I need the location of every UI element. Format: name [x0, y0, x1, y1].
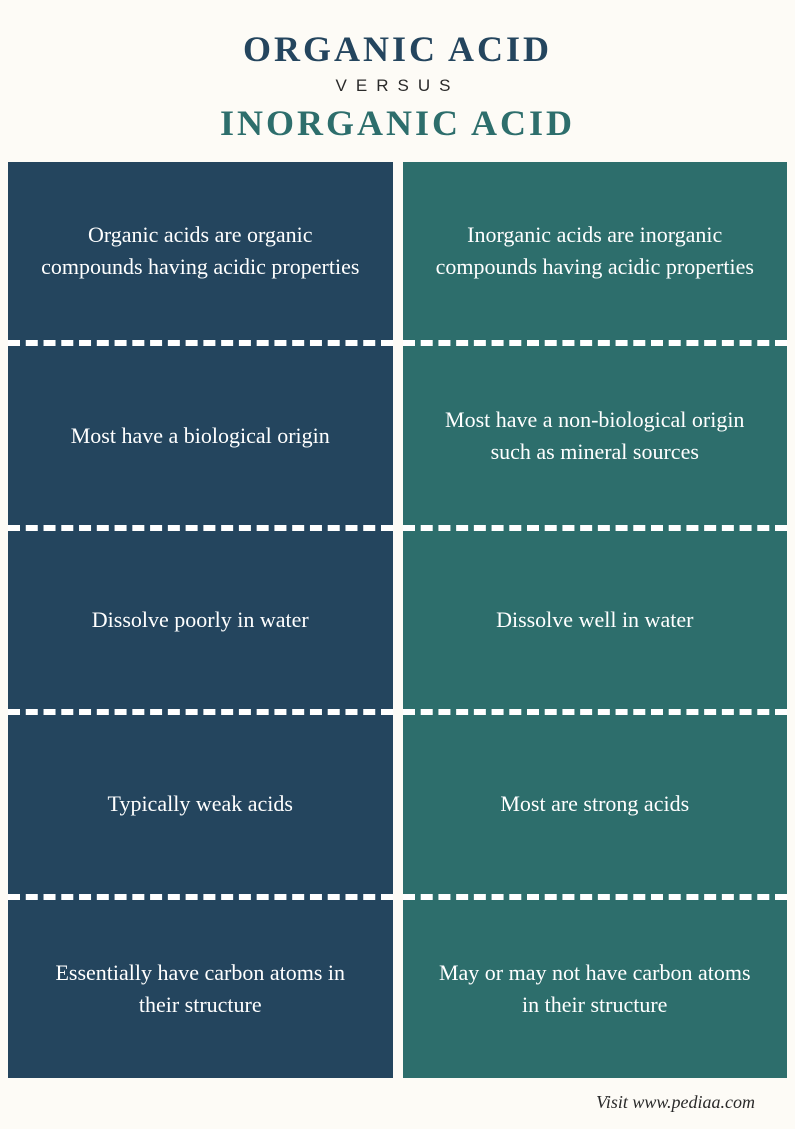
organic-cell-1: Most have a biological origin: [8, 346, 393, 530]
organic-cell-4: Essentially have carbon atoms in their s…: [8, 900, 393, 1078]
inorganic-cell-1: Most have a non-biological origin such a…: [403, 346, 788, 530]
versus-label: VERSUS: [20, 76, 775, 96]
inorganic-cell-0: Inorganic acids are inorganic compounds …: [403, 162, 788, 346]
comparison-columns: Organic acids are organic compounds havi…: [0, 162, 795, 1078]
organic-cell-2: Dissolve poorly in water: [8, 531, 393, 715]
header: ORGANIC ACID VERSUS INORGANIC ACID: [0, 0, 795, 162]
organic-cell-0: Organic acids are organic compounds havi…: [8, 162, 393, 346]
inorganic-cell-2: Dissolve well in water: [403, 531, 788, 715]
title-organic: ORGANIC ACID: [20, 28, 775, 70]
inorganic-cell-3: Most are strong acids: [403, 715, 788, 899]
footer: Visit www.pediaa.com: [0, 1078, 795, 1129]
footer-text: Visit www.pediaa.com: [596, 1092, 755, 1112]
inorganic-cell-4: May or may not have carbon atoms in thei…: [403, 900, 788, 1078]
title-inorganic: INORGANIC ACID: [20, 102, 775, 144]
organic-cell-3: Typically weak acids: [8, 715, 393, 899]
organic-column: Organic acids are organic compounds havi…: [8, 162, 393, 1078]
inorganic-column: Inorganic acids are inorganic compounds …: [403, 162, 788, 1078]
